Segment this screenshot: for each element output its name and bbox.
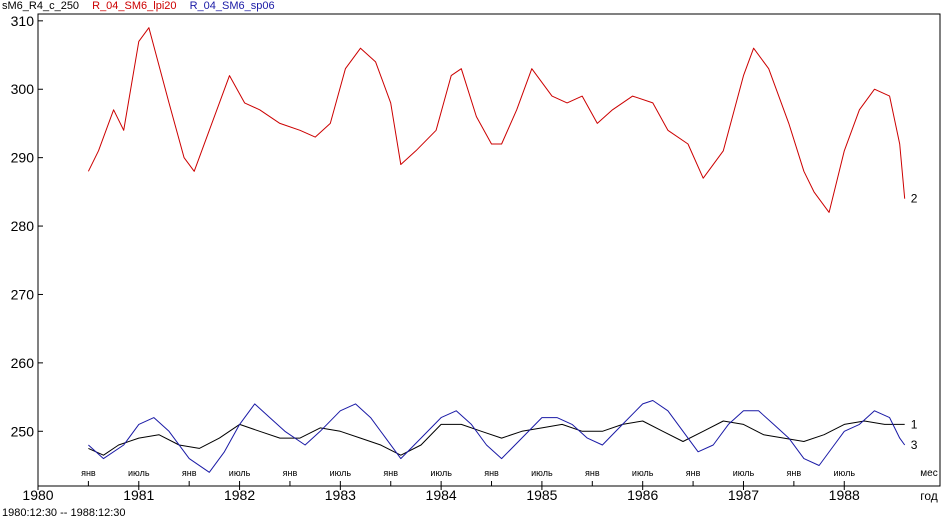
y-tick-label-6: 310 <box>11 13 35 29</box>
year-tick-label-6: 1986 <box>627 487 658 503</box>
series-line-1 <box>87 27 906 213</box>
date-range-label: 1980:12:30 -- 1988:12:30 <box>2 507 126 519</box>
year-tick-label-4: 1984 <box>426 487 457 503</box>
month-tick-label-0: янв <box>81 468 96 478</box>
month-unit-label: мес <box>920 468 937 479</box>
month-tick-label-4: янв <box>283 468 298 478</box>
y-tick-label-1: 260 <box>11 355 35 371</box>
series-end-label-3: 3 <box>911 438 918 452</box>
month-tick-label-5: июль <box>330 468 352 478</box>
chart-legend: sM6_R4_c_250 R_04_SM6_lpi20 R_04_SM6_sp0… <box>2 0 285 12</box>
month-tick-label-3: июль <box>229 468 251 478</box>
month-tick-label-12: янв <box>686 468 701 478</box>
series-line-2 <box>88 420 905 456</box>
y-tick-label-0: 250 <box>11 423 35 439</box>
series-end-label-2: 1 <box>911 417 918 431</box>
series-line-3 <box>88 400 906 473</box>
year-tick-label-8: 1988 <box>829 487 860 503</box>
y-tick-label-5: 300 <box>11 81 35 97</box>
y-tick-label-4: 290 <box>11 150 35 166</box>
legend-entry-1: sM6_R4_c_250 <box>2 0 80 12</box>
month-tick-label-14: янв <box>787 468 802 478</box>
y-tick-label-3: 280 <box>11 218 35 234</box>
legend-entry-2: R_04_SM6_lpi20 <box>92 0 177 12</box>
year-tick-label-0: 1980 <box>22 487 53 503</box>
month-tick-label-15: июль <box>833 468 855 478</box>
plot-frame <box>37 13 941 487</box>
month-tick-label-10: янв <box>585 468 600 478</box>
month-tick-label-11: июль <box>632 468 654 478</box>
legend-entry-3: R_04_SM6_sp06 <box>189 0 275 12</box>
month-tick-label-1: июль <box>128 468 150 478</box>
month-tick-label-2: янв <box>182 468 197 478</box>
month-tick-label-13: июль <box>733 468 755 478</box>
year-tick-label-2: 1982 <box>224 487 255 503</box>
y-tick-label-2: 270 <box>11 286 35 302</box>
month-tick-label-8: янв <box>484 468 499 478</box>
year-tick-label-3: 1983 <box>325 487 356 503</box>
year-tick-label-7: 1987 <box>728 487 759 503</box>
month-tick-label-7: июль <box>430 468 452 478</box>
x-unit-label: год <box>920 489 938 503</box>
month-tick-label-6: янв <box>383 468 398 478</box>
year-tick-label-5: 1985 <box>526 487 557 503</box>
month-tick-label-9: июль <box>531 468 553 478</box>
year-tick-label-1: 1981 <box>123 487 154 503</box>
series-end-label-1: 2 <box>911 192 918 206</box>
